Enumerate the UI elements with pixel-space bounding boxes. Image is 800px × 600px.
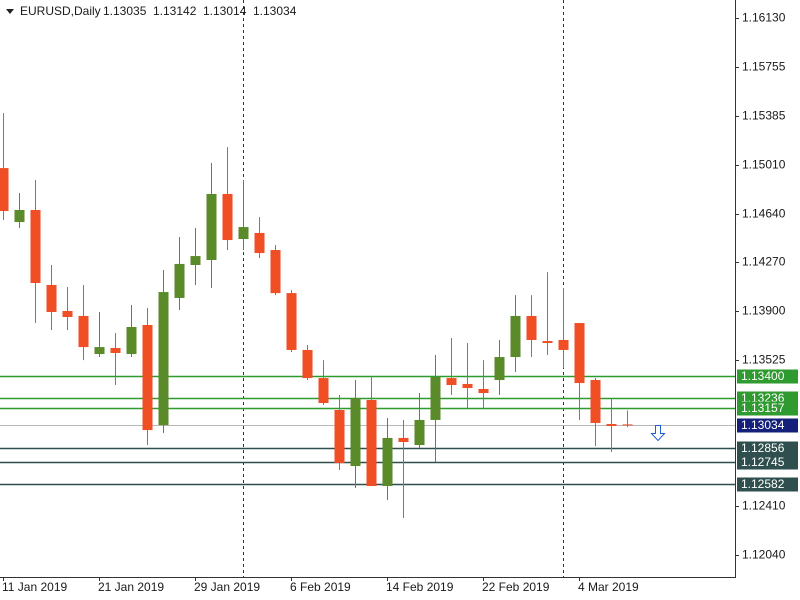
candle-body [414,419,425,446]
candle-body [542,341,553,343]
candle-body [190,256,201,265]
candle-body [606,424,617,426]
level-label: 1.13400 [741,369,785,383]
current-price-label: 1.13034 [741,418,785,432]
candle-body [302,349,313,379]
x-tick-label: 6 Feb 2019 [290,580,351,594]
candle-body [510,315,521,358]
x-tick-label: 14 Feb 2019 [386,580,454,594]
candle-body [366,399,377,486]
header-low: 1.13014 [203,4,247,18]
header-open: 1.13035 [103,4,147,18]
candle-body [350,398,361,467]
y-tick-label: 1.14640 [742,207,786,221]
candle-body [222,193,233,241]
sell-arrow [650,425,666,442]
candle-body [46,284,57,313]
candle-body [382,437,393,486]
candle-body [318,378,329,404]
candle-body [0,168,9,212]
candle-body [526,315,537,340]
y-tick-label: 1.15010 [742,158,786,172]
candle-body [30,209,41,283]
candle-body [174,263,185,298]
candle-body [398,437,409,443]
y-tick-label: 1.15755 [742,60,786,74]
candles [0,113,633,519]
candle-body [126,326,137,355]
y-tick-label: 1.13525 [742,353,786,367]
x-tick-label: 29 Jan 2019 [194,580,260,594]
level-box [737,369,798,384]
candle-body [238,227,249,239]
y-tick-label: 1.14270 [742,255,786,269]
candle-body [94,347,105,355]
candle-body [430,377,441,420]
candle-body [286,293,297,350]
level-label: 1.12856 [741,441,785,455]
candle-body [14,209,25,223]
x-tick-label: 11 Jan 2019 [2,580,67,594]
y-tick-label: 1.12040 [742,548,786,562]
candle-body [558,339,569,350]
level-box [737,401,798,416]
level-label: 1.13157 [741,401,785,415]
candle-body [206,193,217,261]
candle-body [478,388,489,394]
chart-title: EURUSD,Daily [20,4,101,18]
level-box [737,455,798,470]
x-tick-label: 21 Jan 2019 [98,580,164,594]
candle-body [462,383,473,389]
level-box [737,441,798,456]
axis: 1.16130 1.15755 1.15385 1.15010 1.14640 1.142… [2,11,798,594]
candle-body [78,315,89,348]
x-tick-label: 4 Mar 2019 [578,580,639,594]
candle-body [142,325,153,431]
candle-body [110,347,121,353]
candle-body [574,323,585,384]
title-dropdown[interactable] [6,9,14,14]
x-tick-label: 22 Feb 2019 [482,580,550,594]
header-high: 1.13142 [153,4,197,18]
level-label: 1.12582 [741,477,785,491]
candle-body [446,378,457,386]
y-tick-label: 1.15385 [742,109,786,123]
current-price-box [737,418,798,433]
level-box [737,477,798,492]
candle-body [334,409,345,464]
candle-body [590,380,601,423]
y-tick-label: 1.13900 [742,304,786,318]
candle-body [158,292,169,426]
level-label: 1.12745 [741,455,785,469]
y-tick-label: 1.16130 [742,11,786,25]
candle-body [494,357,505,381]
candle-body [622,424,633,426]
candle-body [254,232,265,254]
y-tick-label: 1.12410 [742,499,786,513]
header-close: 1.13034 [253,4,297,18]
candle-body [270,250,281,294]
candle-body [62,310,73,317]
